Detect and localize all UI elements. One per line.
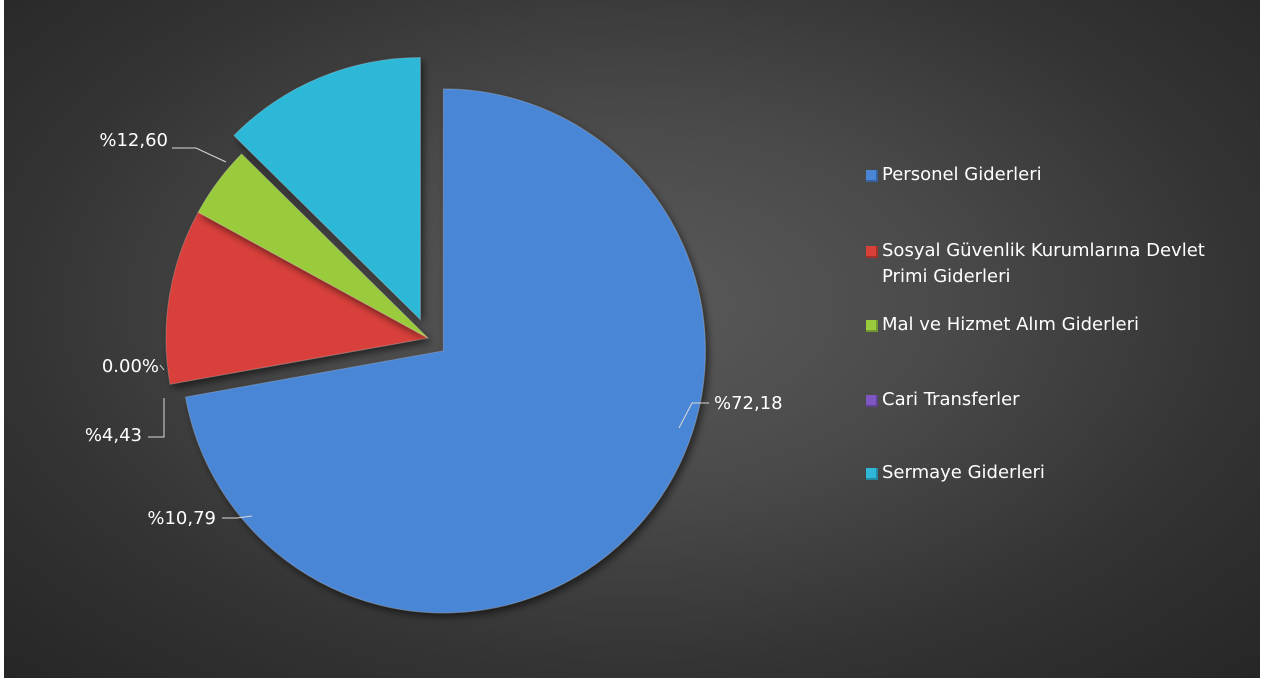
legend-item-personel: Personel Giderleri	[866, 162, 1042, 188]
data-label-personel-giderleri: %72,18	[714, 393, 783, 414]
legend-item-mal-hizmet: Mal ve Hizmet Alım Giderleri	[866, 312, 1139, 338]
legend-swatch-personel	[866, 170, 878, 182]
leader-line-sosyal-guvenlik-kurumlarina-devlet-primi-giderleri	[222, 515, 253, 519]
legend-item-cari: Cari Transferler	[866, 387, 1020, 413]
legend-label-personel: Personel Giderleri	[882, 164, 1042, 185]
chart-area: %72,18 %10,79 %4,43 0.00% %12,60 Personel Gi…	[4, 0, 1260, 678]
pie-slice-mal-ve-hizmet-alim-giderleri	[197, 153, 429, 339]
leader-line-mal-ve-hizmet-alim-giderleri	[148, 398, 165, 438]
leader-line-personel-giderleri	[678, 402, 709, 429]
pie-chart: %72,18 %10,79 %4,43 0.00% %12,60	[85, 57, 783, 614]
data-label-cari-transferler: 0.00%	[102, 356, 159, 377]
leader-line-sermaye-giderleri	[172, 147, 227, 163]
legend-swatch-cari	[866, 395, 878, 407]
legend-item-sgk: Sosyal Güvenlik Kurumlarına Devlet Primi…	[866, 238, 1242, 290]
data-label-sermaye-giderleri: %12,60	[99, 130, 168, 151]
legend-swatch-sgk	[866, 246, 878, 258]
legend-label-mal-hizmet: Mal ve Hizmet Alım Giderleri	[882, 314, 1140, 335]
legend-label-sermaye: Sermaye Giderleri	[882, 462, 1045, 483]
pie-slice-sosyal-guvenlik-kurumlarina-devlet-primi-giderleri	[165, 211, 430, 385]
legend-swatch-sermaye	[866, 468, 878, 480]
data-label-sosyal-guvenlik-kurumlarina-devlet-primi-giderleri: %10,79	[147, 508, 216, 529]
leader-line-cari-transferler	[159, 364, 165, 371]
legend-label-cari: Cari Transferler	[882, 389, 1020, 410]
legend-item-sermaye: Sermaye Giderleri	[866, 460, 1045, 486]
legend-label-sgk: Sosyal Güvenlik Kurumlarına Devlet Primi…	[882, 240, 1205, 287]
data-label-mal-ve-hizmet-alim-giderleri: %4,43	[85, 425, 142, 446]
pie-slice-sermaye-giderleri	[233, 57, 421, 321]
legend-swatch-mal-hizmet	[866, 320, 878, 332]
pie-slice-personel-giderleri	[184, 88, 706, 614]
